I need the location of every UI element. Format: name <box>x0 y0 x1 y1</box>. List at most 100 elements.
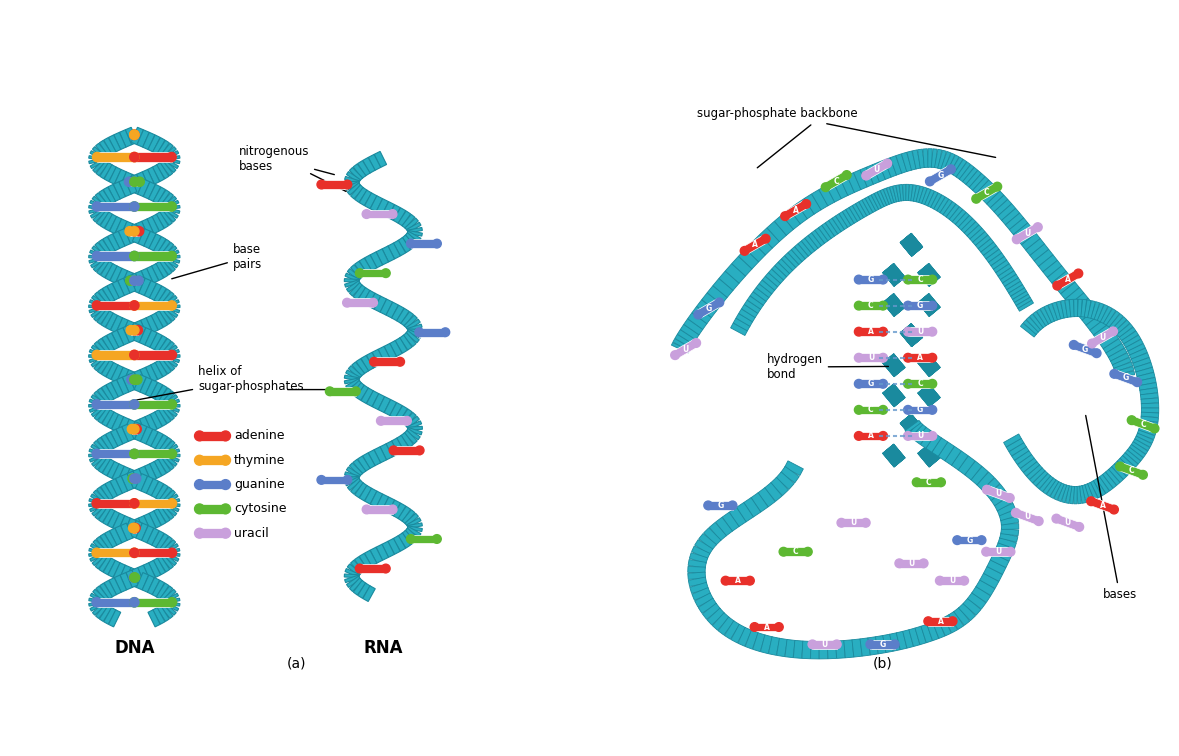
Polygon shape <box>926 454 937 463</box>
Polygon shape <box>841 175 855 196</box>
Polygon shape <box>164 207 180 213</box>
Polygon shape <box>163 553 177 565</box>
Polygon shape <box>926 363 936 372</box>
Polygon shape <box>918 294 929 303</box>
Polygon shape <box>345 181 360 191</box>
Polygon shape <box>911 426 922 436</box>
Polygon shape <box>689 577 706 587</box>
Polygon shape <box>907 241 918 250</box>
Polygon shape <box>905 421 917 430</box>
Polygon shape <box>885 388 897 397</box>
Polygon shape <box>927 364 937 373</box>
Polygon shape <box>130 224 143 241</box>
Polygon shape <box>918 265 930 274</box>
Polygon shape <box>894 397 904 406</box>
Polygon shape <box>927 454 937 463</box>
Polygon shape <box>996 542 1014 555</box>
Polygon shape <box>911 247 923 256</box>
Polygon shape <box>929 367 941 376</box>
Polygon shape <box>390 403 402 418</box>
Polygon shape <box>911 337 923 346</box>
Polygon shape <box>890 363 902 372</box>
Polygon shape <box>924 302 936 311</box>
Polygon shape <box>893 366 904 375</box>
Polygon shape <box>928 276 940 285</box>
Polygon shape <box>1058 484 1067 501</box>
Polygon shape <box>921 447 931 457</box>
Polygon shape <box>114 219 127 236</box>
Polygon shape <box>690 553 707 563</box>
Polygon shape <box>889 452 901 461</box>
Polygon shape <box>927 274 937 284</box>
Polygon shape <box>908 243 918 252</box>
Polygon shape <box>986 249 1002 262</box>
Polygon shape <box>1125 450 1141 464</box>
Polygon shape <box>918 295 930 305</box>
Polygon shape <box>927 305 938 314</box>
Polygon shape <box>890 273 902 282</box>
Polygon shape <box>162 208 176 222</box>
Polygon shape <box>162 258 176 271</box>
Polygon shape <box>885 357 897 367</box>
Polygon shape <box>928 397 940 406</box>
Polygon shape <box>1102 472 1117 488</box>
Polygon shape <box>900 414 911 423</box>
Polygon shape <box>923 451 935 460</box>
Polygon shape <box>889 361 900 370</box>
Circle shape <box>960 576 968 585</box>
Polygon shape <box>893 366 904 376</box>
Polygon shape <box>891 274 902 283</box>
Polygon shape <box>921 387 931 397</box>
Polygon shape <box>885 448 896 457</box>
Circle shape <box>130 523 139 533</box>
Polygon shape <box>902 325 913 334</box>
Polygon shape <box>883 295 895 304</box>
Polygon shape <box>909 243 920 253</box>
Polygon shape <box>903 417 914 426</box>
Polygon shape <box>1141 403 1159 408</box>
Polygon shape <box>928 396 940 405</box>
Polygon shape <box>1029 314 1043 330</box>
Polygon shape <box>411 239 437 248</box>
Polygon shape <box>923 391 935 400</box>
Polygon shape <box>986 485 1012 502</box>
Polygon shape <box>904 419 916 429</box>
Polygon shape <box>97 251 134 261</box>
Polygon shape <box>907 240 917 250</box>
Circle shape <box>855 327 863 336</box>
Polygon shape <box>121 271 133 288</box>
Polygon shape <box>888 269 898 279</box>
Text: U: U <box>917 432 923 441</box>
Polygon shape <box>889 452 901 462</box>
Polygon shape <box>907 241 918 251</box>
Polygon shape <box>890 363 902 373</box>
Text: A: A <box>868 432 874 441</box>
Polygon shape <box>91 494 106 505</box>
Polygon shape <box>888 269 898 278</box>
Polygon shape <box>922 269 934 279</box>
Polygon shape <box>918 264 929 273</box>
Polygon shape <box>918 445 929 454</box>
Polygon shape <box>927 622 938 640</box>
Circle shape <box>982 485 992 494</box>
Polygon shape <box>917 293 929 303</box>
Polygon shape <box>403 333 416 346</box>
Circle shape <box>903 275 913 284</box>
Circle shape <box>407 239 415 248</box>
Polygon shape <box>904 420 916 429</box>
Polygon shape <box>395 406 408 421</box>
Polygon shape <box>921 297 931 306</box>
Polygon shape <box>399 211 410 226</box>
Polygon shape <box>164 454 180 457</box>
Polygon shape <box>923 361 935 370</box>
Polygon shape <box>918 295 930 304</box>
Polygon shape <box>889 301 900 310</box>
Polygon shape <box>344 375 360 381</box>
Polygon shape <box>929 367 940 376</box>
Polygon shape <box>162 490 176 504</box>
Polygon shape <box>1129 445 1146 457</box>
Polygon shape <box>891 304 902 313</box>
Polygon shape <box>923 390 934 399</box>
Polygon shape <box>904 420 916 429</box>
Circle shape <box>855 432 863 440</box>
